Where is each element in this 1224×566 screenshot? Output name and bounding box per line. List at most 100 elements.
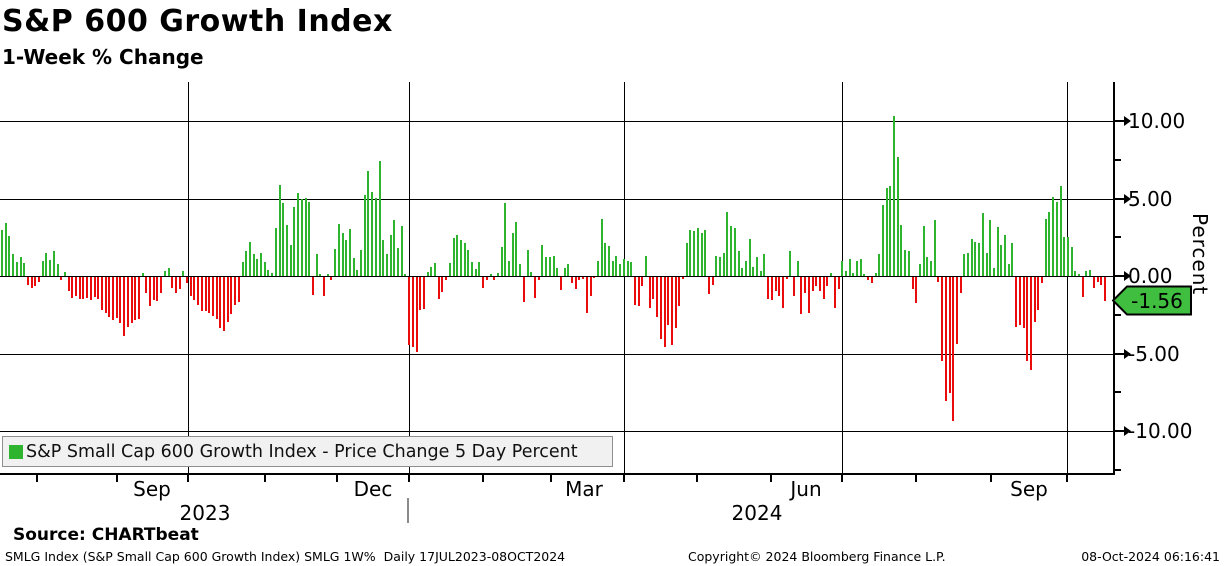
last-value-tag: -1.56 xyxy=(1112,285,1192,316)
bar-positive xyxy=(360,250,362,276)
footer-copyright: Copyright© 2024 Bloomberg Finance L.P. xyxy=(688,549,946,564)
bar-positive xyxy=(342,233,344,276)
bar-positive xyxy=(1045,219,1047,276)
bar-positive xyxy=(349,229,351,276)
bar-positive xyxy=(760,271,762,276)
bar-positive xyxy=(1063,237,1065,276)
bar-positive xyxy=(490,274,492,276)
bar-negative xyxy=(171,277,173,288)
last-value-text: -1.56 xyxy=(1131,289,1183,313)
bar-positive xyxy=(16,262,18,276)
bar-positive xyxy=(471,262,473,276)
footer-timestamp: 08-Oct-2024 06:16:41 xyxy=(1081,549,1220,564)
bar-positive xyxy=(919,264,921,276)
horizontal-gridline xyxy=(0,354,1114,355)
bar-positive xyxy=(478,262,480,276)
bar-positive xyxy=(689,230,691,277)
bar-negative xyxy=(800,277,802,314)
y-axis-tick-label: -5.00 xyxy=(1128,342,1180,366)
bar-positive xyxy=(390,235,392,276)
bar-positive xyxy=(275,228,277,276)
bar-negative xyxy=(582,277,584,279)
legend-label: S&P Small Cap 600 Growth Index - Price C… xyxy=(26,441,578,462)
bar-negative xyxy=(523,277,525,302)
bar-positive xyxy=(512,233,514,276)
bar-positive xyxy=(5,223,7,276)
x-axis-year-label: 2023 xyxy=(179,501,231,525)
bar-positive xyxy=(693,231,695,276)
bar-negative xyxy=(826,277,828,286)
bar-negative xyxy=(664,277,666,347)
bar-positive xyxy=(934,220,936,276)
bar-positive xyxy=(723,253,725,276)
bar-positive xyxy=(267,270,269,276)
bar-negative xyxy=(197,277,199,305)
bar-positive xyxy=(375,198,377,276)
y-axis-minor-tick xyxy=(1115,469,1121,471)
bar-positive xyxy=(541,245,543,276)
bar-positive xyxy=(1074,271,1076,276)
bar-negative xyxy=(234,277,236,305)
horizontal-gridline xyxy=(0,431,1114,432)
bar-positive xyxy=(353,258,355,276)
bar-positive xyxy=(464,243,466,276)
bar-negative xyxy=(1104,277,1106,301)
bar-positive xyxy=(734,228,736,276)
bar-positive xyxy=(367,171,369,276)
bar-positive xyxy=(623,259,625,276)
bar-positive xyxy=(460,240,462,276)
bar-negative xyxy=(575,277,577,289)
bar-negative xyxy=(208,277,210,313)
bar-positive xyxy=(397,248,399,276)
bar-negative xyxy=(330,277,332,280)
bar-positive xyxy=(427,272,429,276)
bar-negative xyxy=(912,277,914,289)
x-axis-month-label: Dec xyxy=(353,477,393,501)
bar-positive xyxy=(249,242,251,276)
bar-positive xyxy=(501,247,503,276)
x-axis-month-label: Mar xyxy=(565,477,603,501)
bar-positive xyxy=(334,249,336,276)
bar-negative xyxy=(493,277,495,280)
vertical-gridline xyxy=(188,82,189,473)
bar-positive xyxy=(64,272,66,276)
bar-negative xyxy=(1026,277,1028,361)
bar-positive xyxy=(382,240,384,276)
bar-negative xyxy=(412,277,414,347)
x-axis-month-tick xyxy=(550,475,552,482)
bar-negative xyxy=(123,277,125,336)
bar-positive xyxy=(889,186,891,276)
bar-positive xyxy=(386,254,388,276)
bar-negative xyxy=(586,277,588,313)
bar-positive xyxy=(364,195,366,276)
bar-positive xyxy=(908,251,910,276)
bar-positive xyxy=(57,264,59,276)
y-axis-major-tick xyxy=(1115,275,1124,277)
bar-positive xyxy=(715,256,717,276)
bar-positive xyxy=(830,273,832,276)
bar-negative xyxy=(708,277,710,294)
bar-negative xyxy=(838,277,840,289)
bar-negative xyxy=(216,277,218,319)
bar-positive xyxy=(860,259,862,276)
bar-positive xyxy=(686,243,688,276)
bar-negative xyxy=(312,277,314,295)
bar-positive xyxy=(393,220,395,276)
y-axis-minor-tick xyxy=(1115,391,1121,393)
bar-negative xyxy=(71,277,73,298)
bar-positive xyxy=(142,273,144,276)
bar-positive xyxy=(875,273,877,276)
horizontal-gridline xyxy=(0,199,1114,200)
x-axis-month-tick xyxy=(482,475,484,482)
bar-negative xyxy=(416,277,418,352)
bar-positive xyxy=(1000,245,1002,276)
bar-positive xyxy=(1,230,3,277)
bar-positive xyxy=(256,259,258,276)
bar-negative xyxy=(782,277,784,308)
x-axis-month-tick xyxy=(696,475,698,482)
bar-positive xyxy=(1011,243,1013,276)
bar-positive xyxy=(608,246,610,276)
legend-swatch-icon xyxy=(9,444,23,459)
bar-positive xyxy=(301,199,303,276)
bar-negative xyxy=(804,277,806,293)
